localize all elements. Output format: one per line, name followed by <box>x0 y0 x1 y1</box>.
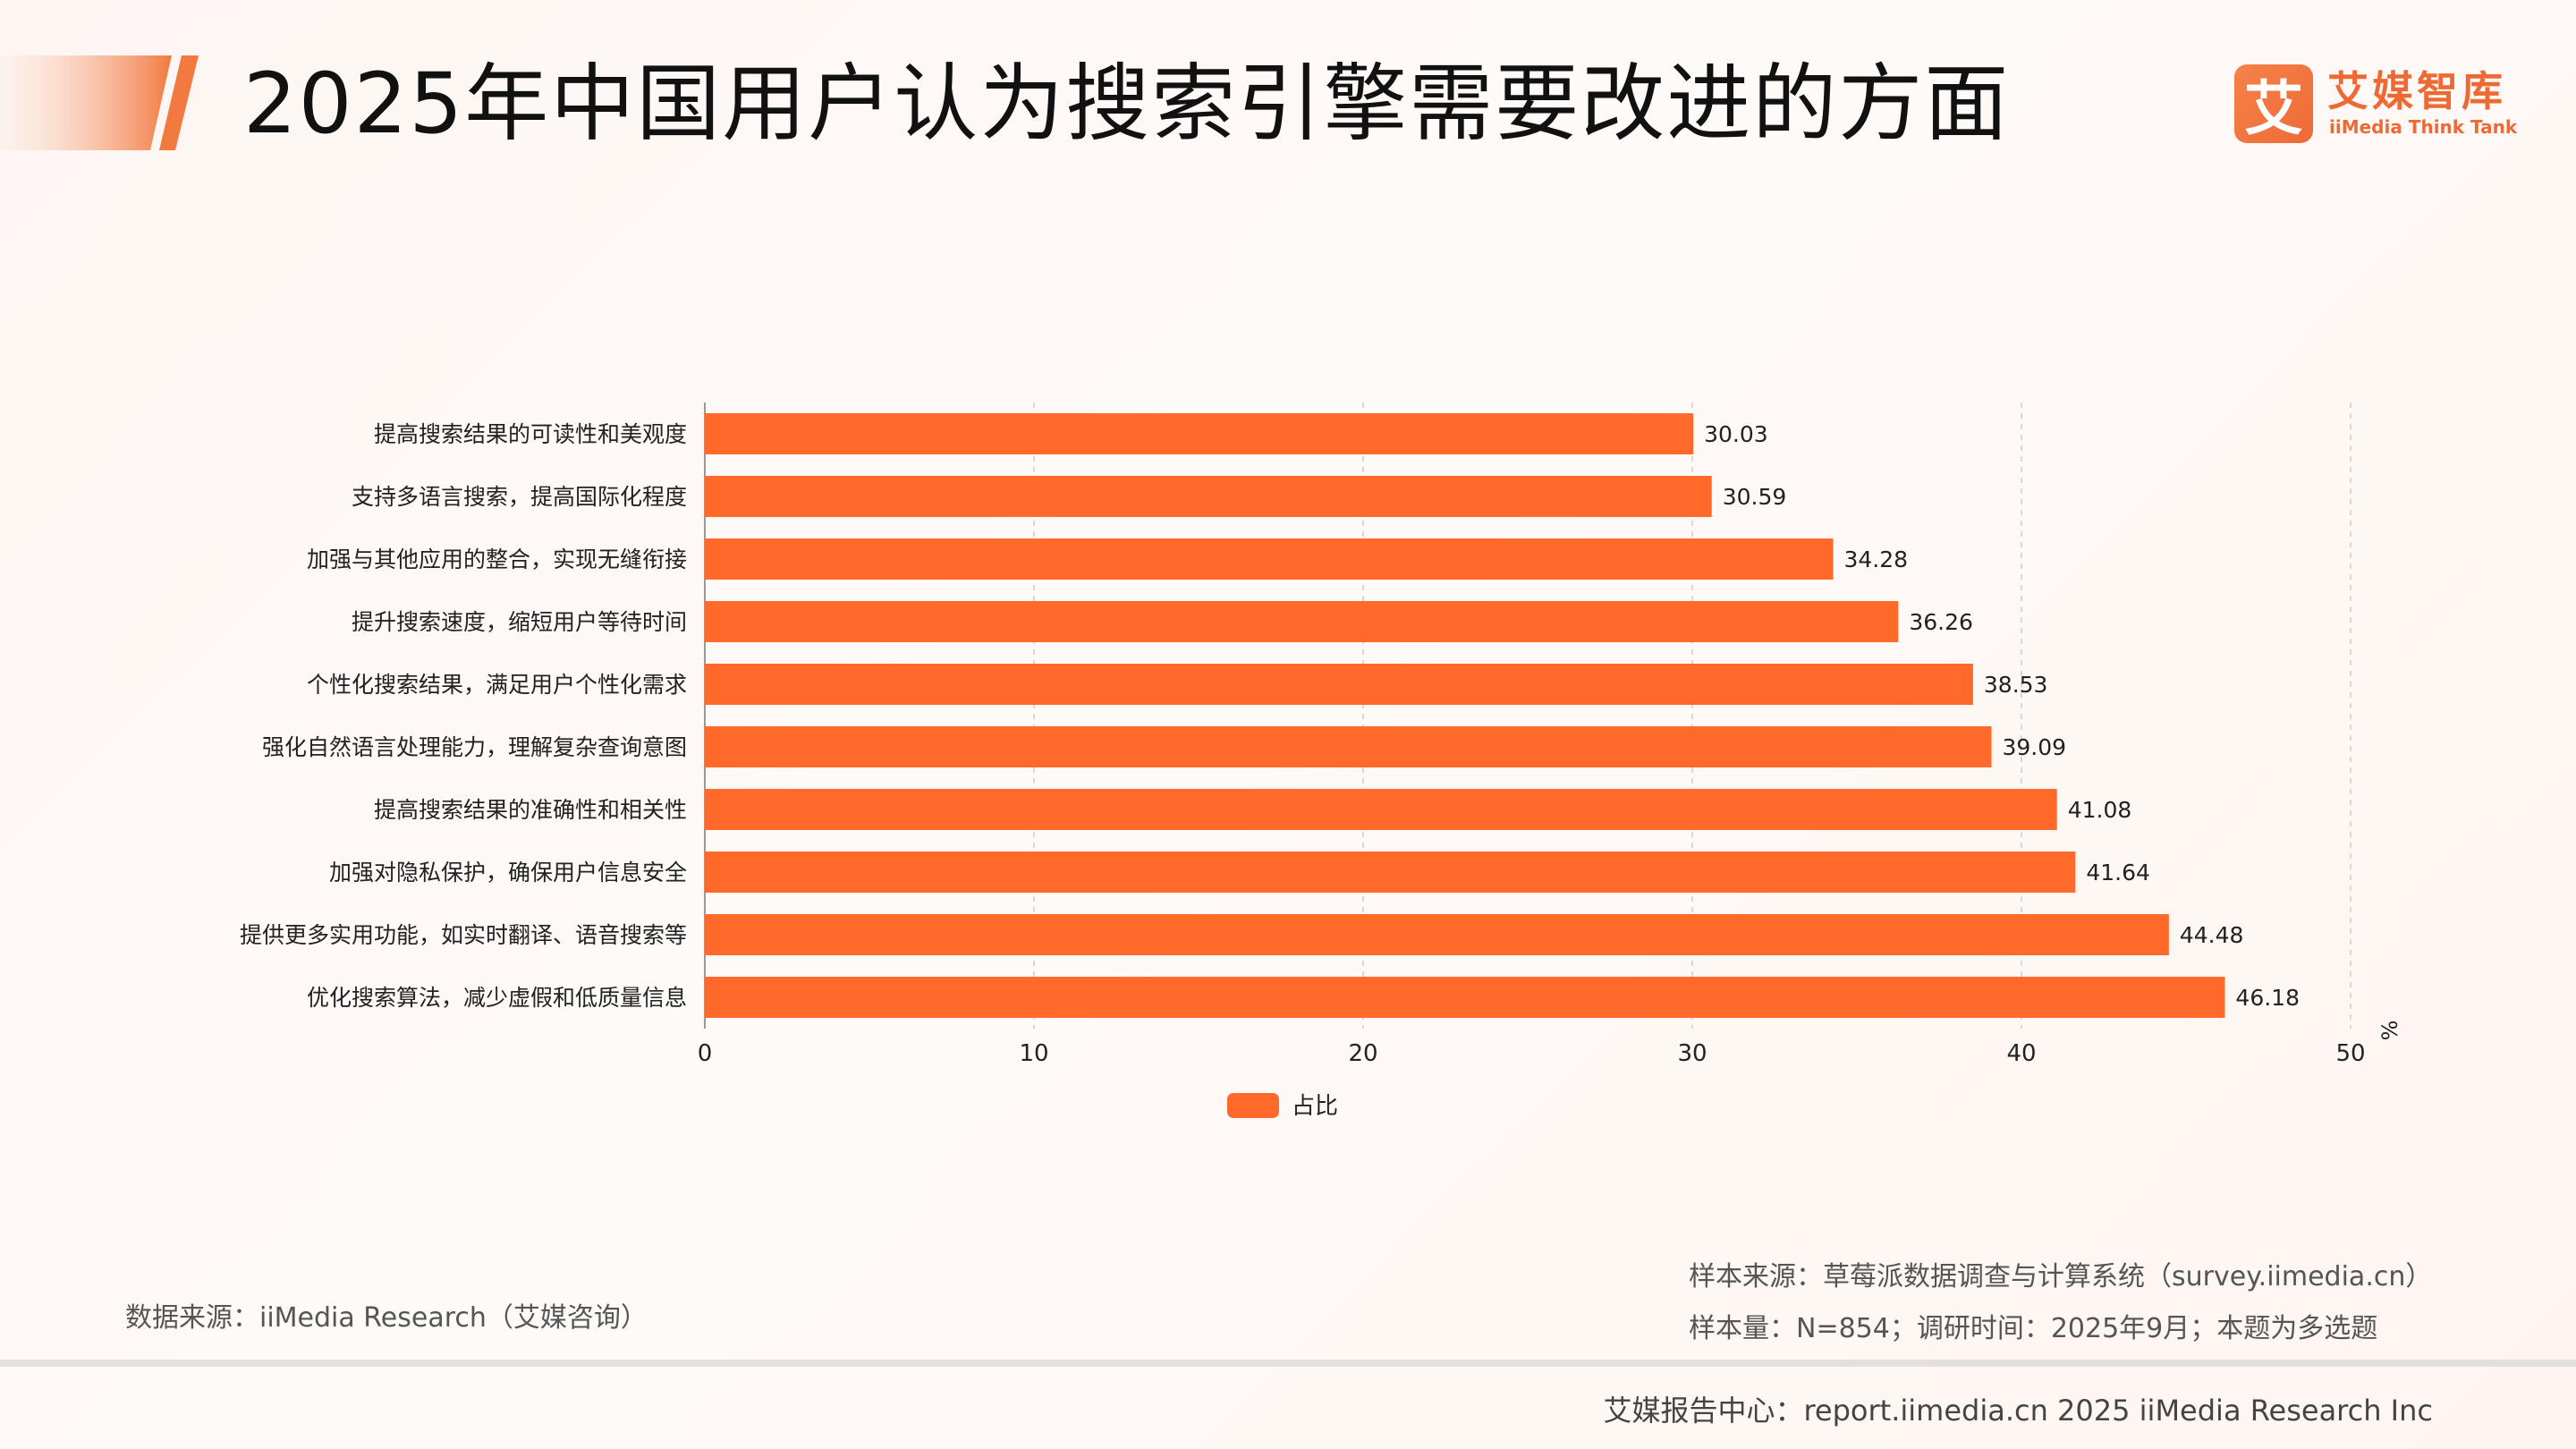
bar <box>705 789 2057 830</box>
report-center: 艾媒报告中心：report.iimedia.cn 2025 iiMedia Re… <box>1603 1394 2433 1428</box>
category-label: 个性化搜索结果，满足用户个性化需求 <box>307 672 687 698</box>
legend-label: 占比 <box>1292 1093 1338 1120</box>
legend-swatch <box>1227 1093 1279 1118</box>
value-label: 46.18 <box>2235 985 2300 1011</box>
bar-chart: 提高搜索结果的可读性和美观度 30.03 支持多语言搜索，提高国际化程度 30.59 加… <box>240 402 2402 1120</box>
bar <box>705 538 1834 580</box>
title-decoration <box>0 55 199 150</box>
value-label: 36.26 <box>1909 609 1973 635</box>
sample-size: 样本量：N=854；调研时间：2025年9月；本题为多选题 <box>1689 1313 2378 1344</box>
bar <box>705 413 1694 454</box>
x-tick-label: 30 <box>1677 1040 1707 1067</box>
value-label: 41.08 <box>2068 797 2132 823</box>
category-label: 支持多语言搜索，提高国际化程度 <box>352 484 687 510</box>
category-label: 优化搜索算法，减少虚假和低质量信息 <box>307 985 687 1011</box>
x-tick-label: 0 <box>698 1040 713 1067</box>
value-label: 41.64 <box>2086 860 2150 886</box>
category-label: 提高搜索结果的准确性和相关性 <box>374 797 687 823</box>
x-tick-label: 20 <box>1348 1040 1377 1067</box>
value-label: 34.28 <box>1844 547 1909 572</box>
value-label: 39.09 <box>2003 734 2067 760</box>
value-label: 30.59 <box>1723 484 1787 510</box>
footer-divider <box>0 1360 2576 1367</box>
logo-name-cn: 艾媒智库 <box>2327 67 2506 115</box>
category-label: 加强对隐私保护，确保用户信息安全 <box>329 860 687 886</box>
bar <box>705 914 2169 955</box>
value-label: 38.53 <box>1984 672 2048 698</box>
bar <box>705 977 2225 1018</box>
page-title: 2025年中国用户认为搜索引擎需要改进的方面 <box>243 55 2011 153</box>
logo-mark: 艾 <box>2234 64 2313 143</box>
bar <box>705 601 1899 642</box>
x-tick-label: 50 <box>2335 1040 2365 1067</box>
category-label: 提升搜索速度，缩短用户等待时间 <box>352 609 687 635</box>
unit-label: % <box>2377 1021 2402 1041</box>
logo-name-en: iiMedia Think Tank <box>2329 116 2518 138</box>
category-label: 提供更多实用功能，如实时翻译、语音搜索等 <box>240 922 687 948</box>
data-source: 数据来源：iiMedia Research（艾媒咨询） <box>125 1302 648 1334</box>
sample-source: 样本来源：草莓派数据调查与计算系统（survey.iimedia.cn） <box>1689 1261 2433 1292</box>
bar <box>705 852 2076 893</box>
category-label: 提高搜索结果的可读性和美观度 <box>374 421 687 447</box>
brand-logo: 艾 艾媒智库 iiMedia Think Tank <box>2234 63 2517 148</box>
value-label: 44.48 <box>2180 922 2244 948</box>
bar <box>705 726 1992 767</box>
bar <box>705 476 1712 517</box>
value-label: 30.03 <box>1704 421 1768 447</box>
bar <box>705 664 1973 705</box>
category-label: 加强与其他应用的整合，实现无缝衔接 <box>307 547 687 572</box>
x-tick-label: 10 <box>1019 1040 1048 1067</box>
x-tick-label: 40 <box>2006 1040 2036 1067</box>
category-label: 强化自然语言处理能力，理解复杂查询意图 <box>262 734 687 760</box>
